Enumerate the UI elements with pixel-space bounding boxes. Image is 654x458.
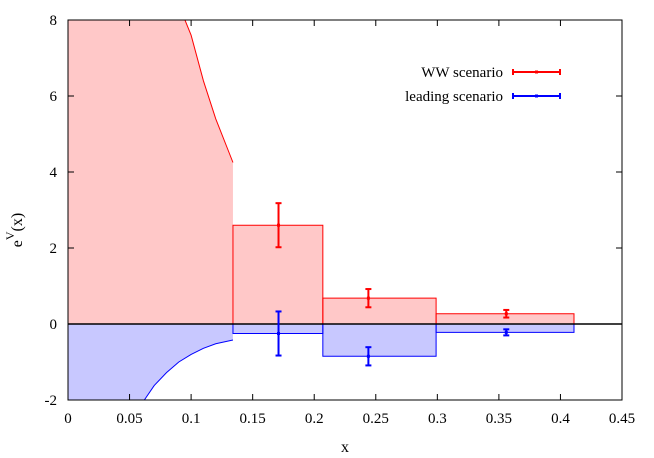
x-axis-label: x: [341, 439, 349, 456]
leading-bin-2: [322, 324, 437, 357]
y-axis-label-base: e: [9, 240, 26, 247]
ww-point-3: [503, 308, 510, 319]
leading-point-3: [503, 328, 510, 337]
leading-fill-area: [68, 324, 574, 400]
y-tick-label: -2: [45, 393, 58, 409]
error-bars: [275, 202, 510, 367]
x-tick-label: 0.4: [551, 411, 570, 427]
legend-sample-leading: [512, 93, 561, 99]
x-tick-label: 0: [64, 411, 72, 427]
plot-frame: [67, 19, 623, 401]
ww-point-2: [365, 288, 372, 309]
leading-point-1: [275, 310, 282, 357]
y-axis-label-tail: (x): [9, 213, 26, 232]
x-tick-label: 0.15: [240, 411, 266, 427]
ww-legend-marker: [535, 70, 538, 74]
tick-labels: 0 0.05 0.1 0.15 0.2 0.25 0.3 0.35 0.4 0.45 -2 0 2 4 6 8: [45, 13, 636, 427]
legend-sample-ww: [512, 69, 561, 75]
leading-legend-marker: [535, 94, 538, 98]
leading-point-marker: [366, 354, 370, 358]
leading-point-marker: [504, 330, 508, 334]
leading-point-2: [365, 346, 372, 367]
x-tick-label: 0.1: [182, 411, 201, 427]
y-tick-label: 8: [50, 13, 58, 29]
leading-point-marker: [277, 332, 281, 335]
ww-point-marker: [277, 223, 281, 227]
y-tick-label: 2: [50, 241, 58, 257]
ww-point-marker: [504, 312, 508, 316]
x-tick-label: 0.05: [116, 411, 142, 427]
legend: WW scenario leading scenario: [405, 65, 561, 105]
legend-label-leading: leading scenario: [405, 89, 503, 105]
fill-areas: [68, 20, 574, 400]
ww-point-marker: [366, 296, 370, 300]
x-tick-label: 0.25: [363, 411, 389, 427]
x-tick-label: 0.2: [305, 411, 324, 427]
x-tick-label: 0.45: [609, 411, 635, 427]
x-tick-label: 0.35: [486, 411, 512, 427]
y-tick-label: 0: [50, 317, 58, 333]
ww-point-1: [275, 202, 282, 249]
y-axis-label-sup: V: [3, 231, 17, 240]
axis-ticks: [67, 19, 623, 401]
leading-curve: [68, 339, 234, 401]
x-tick-label: 0.3: [428, 411, 447, 427]
y-axis-label: eV(x): [3, 213, 26, 247]
ww-bin-2: [322, 297, 437, 324]
ww-fill-area: [68, 20, 574, 324]
y-tick-label: 4: [50, 165, 58, 181]
y-tick-label: 6: [50, 89, 58, 105]
legend-label-ww: WW scenario: [421, 65, 503, 81]
svg-text:eV(x): eV(x): [3, 213, 26, 247]
